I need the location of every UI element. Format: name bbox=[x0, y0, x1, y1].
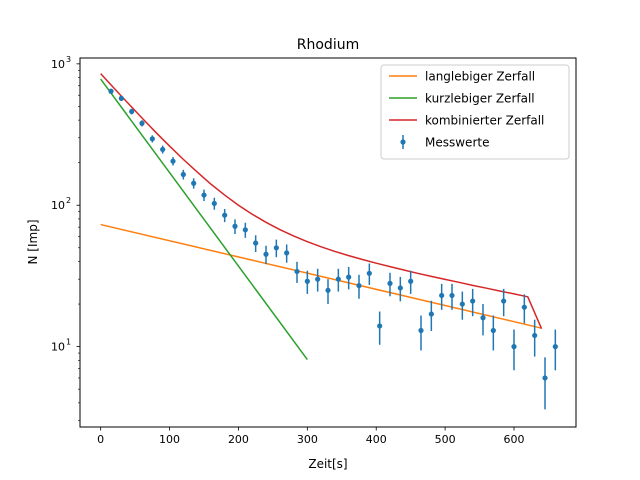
data-point bbox=[118, 95, 124, 101]
data-point bbox=[552, 344, 558, 350]
data-point bbox=[315, 276, 321, 282]
data-point bbox=[356, 283, 362, 289]
legend-label-kurzlebiger-zerfall: kurzlebiger Zerfall bbox=[425, 92, 535, 106]
data-point bbox=[191, 180, 197, 186]
data-point bbox=[304, 278, 310, 284]
data-point bbox=[222, 212, 228, 218]
data-point bbox=[242, 227, 248, 233]
data-point bbox=[480, 315, 486, 321]
data-point bbox=[397, 285, 403, 291]
data-point bbox=[449, 292, 455, 299]
data-point bbox=[532, 332, 538, 339]
x-tick-label: 600 bbox=[504, 433, 525, 446]
legend: langlebiger Zerfall kurzlebiger Zerfall ko… bbox=[380, 64, 570, 160]
data-point bbox=[511, 344, 517, 350]
data-point bbox=[366, 270, 372, 276]
data-point bbox=[129, 108, 135, 115]
x-tick-label: 200 bbox=[228, 433, 249, 446]
legend-box bbox=[380, 64, 570, 160]
data-point bbox=[521, 304, 527, 310]
x-tick-label: 400 bbox=[366, 433, 387, 446]
legend-label-langlebiger-zerfall: langlebiger Zerfall bbox=[425, 70, 535, 84]
data-point bbox=[284, 250, 290, 256]
data-point bbox=[408, 278, 414, 284]
data-point bbox=[459, 301, 465, 307]
y-axis-label: N [Imp] bbox=[26, 220, 40, 265]
data-point bbox=[108, 88, 114, 94]
x-axis: 0 100 200 300 400 500 600 bbox=[97, 427, 525, 446]
data-point bbox=[501, 298, 507, 304]
y-tick-label: 10 bbox=[51, 58, 65, 71]
data-point bbox=[346, 274, 352, 280]
x-tick-label: 500 bbox=[435, 433, 456, 446]
data-point bbox=[180, 171, 186, 178]
data-point bbox=[418, 327, 424, 334]
legend-label-kombinierter-zerfall: kombinierter Zerfall bbox=[425, 114, 544, 128]
series-line-kombinierter-zerfall bbox=[100, 73, 543, 329]
y-tick-label: 10 bbox=[51, 199, 65, 212]
series-messwerte bbox=[108, 88, 558, 410]
data-point bbox=[294, 268, 300, 275]
legend-label-messwerte: Messwerte bbox=[425, 136, 489, 150]
data-point bbox=[170, 158, 176, 164]
series-line-kurzlebiger-zerfall bbox=[100, 78, 308, 360]
data-point bbox=[470, 298, 476, 304]
data-point bbox=[253, 240, 259, 246]
data-point bbox=[439, 292, 445, 299]
data-point bbox=[211, 200, 217, 207]
series-line-langlebiger-zerfall bbox=[100, 223, 542, 329]
x-tick-label: 300 bbox=[297, 433, 318, 446]
data-point bbox=[387, 280, 393, 286]
data-point bbox=[542, 375, 548, 381]
data-point bbox=[490, 327, 496, 334]
data-point bbox=[325, 287, 331, 293]
data-point bbox=[139, 120, 145, 126]
chart-title: Rhodium bbox=[297, 37, 359, 53]
data-point bbox=[201, 192, 207, 198]
data-point bbox=[428, 311, 434, 317]
data-point bbox=[232, 223, 238, 229]
y-tick-exponent: 3 bbox=[66, 55, 71, 64]
plot-area bbox=[100, 73, 558, 410]
x-axis-label: Zeit[s] bbox=[308, 457, 347, 471]
axes-frame bbox=[79, 57, 577, 428]
data-point bbox=[263, 251, 269, 257]
y-tick-exponent: 1 bbox=[66, 338, 71, 347]
data-point bbox=[377, 323, 383, 329]
data-point bbox=[273, 245, 279, 251]
data-point bbox=[149, 136, 155, 142]
x-tick-label: 100 bbox=[159, 433, 180, 446]
y-tick-exponent: 2 bbox=[66, 196, 71, 205]
data-point bbox=[160, 146, 166, 153]
y-tick-label: 10 bbox=[51, 341, 65, 354]
x-tick-label: 0 bbox=[97, 433, 104, 446]
legend-swatch-messwerte bbox=[400, 139, 406, 145]
data-point bbox=[335, 276, 341, 282]
